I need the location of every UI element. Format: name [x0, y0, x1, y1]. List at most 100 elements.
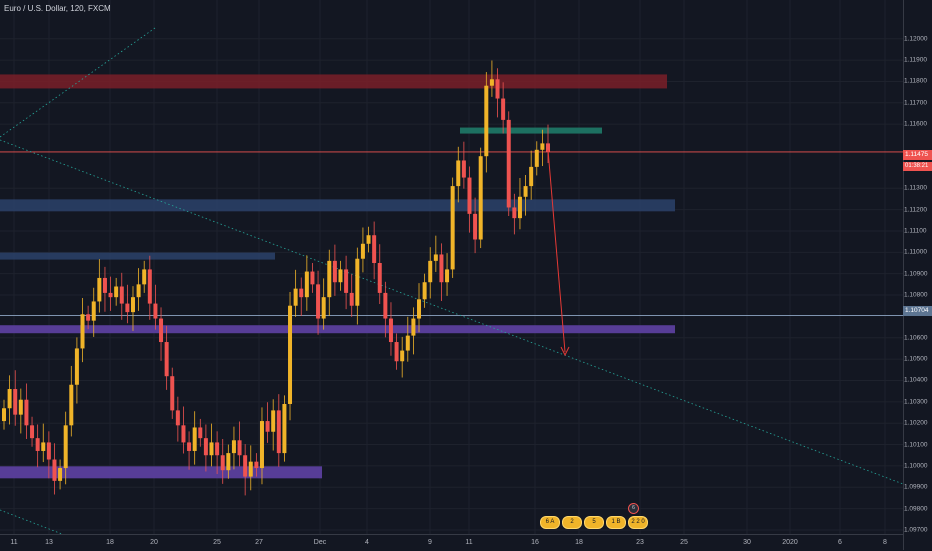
candle-body: [91, 301, 96, 321]
event-badge[interactable]: 6 A: [540, 516, 560, 529]
candle-body: [18, 399, 23, 415]
price-tick-label: 1.11900: [904, 56, 928, 64]
candle-body: [142, 269, 147, 285]
price-tick-label: 1.09900: [904, 483, 928, 491]
time-tick-label: 11: [465, 539, 473, 546]
candle-body: [74, 348, 79, 385]
candle-body: [30, 425, 35, 439]
event-badge[interactable]: 5: [584, 516, 604, 529]
candle-body: [467, 177, 472, 214]
price-tick-label: 1.09800: [904, 505, 928, 513]
candle-body: [400, 350, 405, 362]
resistance-zone-red: [0, 74, 667, 89]
candle-body: [316, 284, 321, 319]
candle-body: [209, 442, 214, 456]
price-tick-label: 1.12000: [904, 35, 928, 43]
time-tick-label: 16: [531, 539, 539, 546]
resistance-zone-green: [460, 127, 602, 134]
candle-body: [344, 269, 349, 293]
candle-body: [282, 403, 287, 454]
price-tick-label: 1.11100: [904, 227, 927, 235]
candle-body: [119, 286, 124, 304]
candle-body: [2, 408, 6, 422]
time-tick-label: 27: [255, 539, 263, 546]
event-badge[interactable]: 1 B: [606, 516, 626, 529]
time-tick-label: 18: [106, 539, 114, 546]
candle-body: [456, 160, 461, 187]
projection-arrow-head: [560, 346, 570, 357]
candle-body: [450, 186, 455, 270]
candle-body: [327, 260, 332, 298]
candle-body: [243, 455, 248, 477]
candle-body: [405, 335, 410, 351]
candle-body: [215, 442, 220, 456]
time-tick-label: 20: [150, 539, 158, 546]
candle-body: [164, 342, 169, 377]
candle-body: [433, 254, 438, 261]
chart-title: Euro / U.S. Dollar, 120, FXCM: [4, 4, 111, 13]
candle-body: [388, 318, 393, 343]
event-badge[interactable]: 2 2 0: [628, 516, 648, 529]
candle-body: [473, 213, 478, 240]
candle-body: [80, 314, 85, 349]
price-tick-label: 1.10000: [904, 462, 928, 470]
price-tick-label: 1.10400: [904, 376, 928, 384]
candle-body: [170, 376, 175, 411]
event-bubble-icon[interactable]: 6: [628, 503, 639, 514]
candle-body: [517, 196, 522, 219]
time-tick-label: 11: [10, 539, 18, 546]
time-tick-label: 25: [213, 539, 221, 546]
candle-body: [417, 299, 422, 319]
candle-body: [271, 410, 276, 432]
candle-body: [355, 258, 360, 306]
candle-body: [439, 254, 444, 283]
time-tick-label: 4: [365, 539, 369, 546]
candle-body: [226, 453, 231, 471]
candle-body: [411, 318, 416, 336]
price-axis[interactable]: [903, 0, 932, 550]
candle-body: [35, 438, 40, 451]
candle-body: [52, 459, 57, 481]
price-tick-label: 1.09700: [904, 526, 928, 534]
candle-body: [534, 149, 539, 167]
candle-body: [41, 442, 46, 451]
horizontal-line-price-tag: 1.10704: [903, 306, 932, 316]
candle-body: [192, 427, 197, 451]
candle-body: [102, 277, 107, 293]
current-price-tag: 1.11475: [903, 150, 932, 160]
time-tick-label: 2020: [782, 539, 798, 546]
candle-body: [46, 442, 51, 460]
candle-body: [147, 269, 152, 304]
candle-body: [198, 427, 203, 439]
price-tick-label: 1.10200: [904, 419, 928, 427]
price-tick-label: 1.11200: [904, 206, 928, 214]
candle-body: [366, 235, 371, 244]
candle-body: [299, 288, 304, 298]
candle-body: [86, 314, 91, 321]
time-tick-label: 9: [428, 539, 432, 546]
candle-body: [422, 282, 427, 300]
candle-body: [130, 297, 135, 313]
candle-body: [445, 269, 450, 283]
price-tick-label: 1.10600: [904, 334, 928, 342]
candle-body: [220, 455, 225, 471]
time-axis[interactable]: [0, 534, 903, 551]
candle-body: [254, 461, 259, 469]
candle-body: [7, 389, 12, 409]
candle-body: [338, 269, 343, 283]
candle-body: [332, 260, 337, 283]
candle-body: [501, 98, 506, 120]
candle-body: [24, 399, 29, 426]
candle-body: [237, 440, 242, 456]
candle-body: [523, 186, 528, 197]
time-tick-label: 30: [743, 539, 751, 546]
event-badge[interactable]: 2: [562, 516, 582, 529]
candle-body: [153, 303, 158, 319]
lower-trendline: [0, 509, 63, 535]
time-tick-label: 13: [45, 539, 53, 546]
candle-body: [69, 384, 74, 426]
candle-body: [203, 438, 208, 456]
support-zone-blue: [0, 199, 675, 212]
candle-body: [506, 119, 511, 208]
